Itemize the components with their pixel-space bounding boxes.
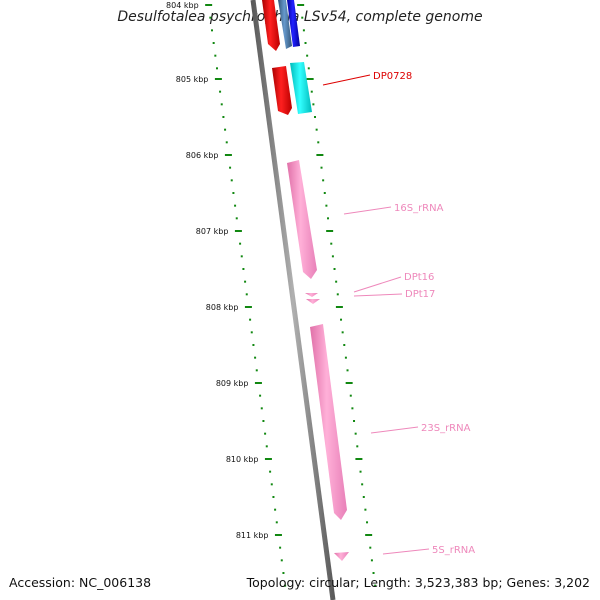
cds-red-top — [262, 0, 280, 51]
cds-cyan-dp0728 — [290, 62, 312, 114]
kbp-label-group: 804 kbp 805 kbp 806 kbp 807 kbp 808 kbp 809 k… — [166, 1, 268, 540]
leader-dpt16 — [353, 276, 402, 293]
gene-label-dpt16: DPt16 — [404, 272, 434, 283]
kbp-tick-label: 807 kbp — [196, 227, 229, 236]
leader-23s — [370, 426, 419, 434]
kbp-tick-label: 810 kbp — [226, 455, 259, 464]
gene-label-23s-rrna: 23S_rRNA — [421, 423, 471, 434]
trna-dpt17 — [306, 299, 320, 304]
topology-text: Topology: circular; Length: 3,523,383 bp… — [246, 575, 590, 590]
accession-text: Accession: NC_006138 — [9, 575, 152, 590]
kbp-tick-label: 804 kbp — [166, 1, 199, 10]
leader-dpt17 — [353, 293, 403, 297]
leader-5s — [382, 548, 430, 555]
map-title: Desulfotalea psychrophila LSv54, complet… — [117, 9, 483, 25]
rrna-5s — [334, 552, 349, 561]
kbp-tick-label: 809 kbp — [216, 379, 249, 388]
gene-label-5s-rrna: 5S_rRNA — [432, 545, 475, 556]
gene-label-dpt17: DPt17 — [405, 289, 435, 300]
leader-dp0728 — [322, 74, 371, 86]
cds-steel-top — [278, 0, 292, 49]
inner-tick-track — [205, 4, 287, 587]
leader-16s — [343, 206, 392, 215]
outer-tick-track — [297, 4, 377, 587]
backbone-line — [250, 0, 336, 600]
cds-blue-top — [287, 0, 300, 47]
cds-red — [272, 66, 292, 115]
gene-label-dp0728: DP0728 — [373, 71, 412, 82]
kbp-tick-label: 805 kbp — [176, 75, 209, 84]
rrna-16s — [287, 160, 317, 279]
gene-label-16s-rrna: 16S_rRNA — [394, 203, 444, 214]
kbp-tick-label: 811 kbp — [236, 531, 269, 540]
trna-dpt16 — [305, 293, 318, 297]
rrna-23s — [310, 324, 347, 520]
kbp-tick-label: 806 kbp — [186, 151, 219, 160]
kbp-tick-label: 808 kbp — [206, 303, 239, 312]
